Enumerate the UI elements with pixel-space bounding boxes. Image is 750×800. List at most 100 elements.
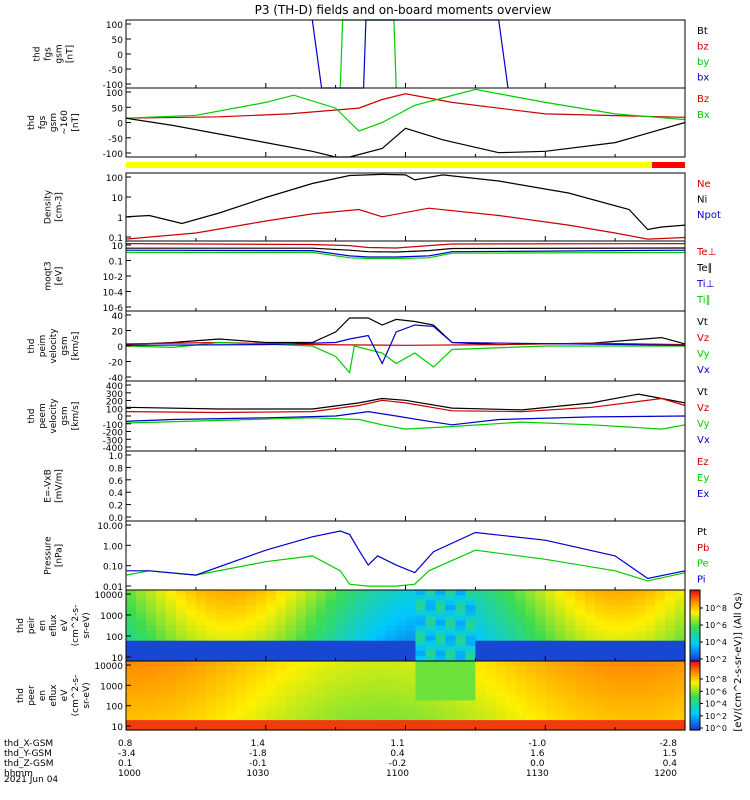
heatmap-cell bbox=[235, 645, 247, 652]
heatmap-cell bbox=[255, 695, 267, 701]
heatmap-cell bbox=[165, 625, 177, 632]
heatmap-cell bbox=[335, 655, 347, 662]
legend-entry: Ey bbox=[697, 473, 709, 484]
heatmap-cell bbox=[235, 595, 247, 601]
heatmap-cell bbox=[255, 700, 267, 706]
heatmap-cell bbox=[595, 595, 606, 601]
heatmap-cell bbox=[395, 710, 407, 716]
heatmap-cell bbox=[245, 615, 257, 622]
heatmap-cell bbox=[475, 590, 486, 596]
heatmap-cell bbox=[425, 690, 437, 697]
heatmap-cell bbox=[455, 650, 466, 657]
heatmap-cell bbox=[155, 645, 167, 652]
heatmap-cell bbox=[495, 665, 506, 672]
heatmap-cell bbox=[535, 635, 546, 642]
heatmap-cell bbox=[585, 700, 596, 706]
heatmap-cell bbox=[425, 665, 437, 672]
heatmap-cell bbox=[635, 710, 646, 716]
heatmap-cell bbox=[525, 725, 536, 731]
heatmap-cell bbox=[285, 610, 297, 616]
heatmap-cell bbox=[225, 700, 237, 706]
y-axis-label-line: thd bbox=[27, 409, 37, 424]
heatmap-cell bbox=[605, 710, 616, 716]
heatmap-cell bbox=[126, 630, 137, 637]
heatmap-cell bbox=[495, 640, 506, 647]
heatmap-cell bbox=[165, 661, 177, 667]
heatmap-cell bbox=[265, 650, 277, 657]
heatmap-cell bbox=[465, 695, 476, 701]
heatmap-cell bbox=[605, 640, 616, 647]
heatmap-cell bbox=[395, 675, 407, 682]
heatmap-cell bbox=[385, 640, 397, 647]
heatmap-cell bbox=[165, 670, 177, 677]
heatmap-cell bbox=[405, 725, 417, 731]
heatmap-cell bbox=[495, 590, 506, 596]
heatmap-cell bbox=[455, 635, 466, 642]
heatmap-cell bbox=[285, 700, 297, 706]
colorbar-segment bbox=[690, 611, 700, 615]
heatmap-cell bbox=[225, 595, 237, 601]
colorbar-segment bbox=[690, 630, 700, 634]
heatmap-cell bbox=[126, 675, 137, 682]
heatmap-cell bbox=[225, 690, 237, 697]
heatmap-cell bbox=[385, 600, 397, 606]
heatmap-cell bbox=[375, 690, 387, 697]
heatmap-cell bbox=[675, 635, 686, 642]
y-tick-label: -200 bbox=[103, 429, 124, 439]
heatmap-cell bbox=[465, 630, 476, 637]
heatmap-cell bbox=[345, 640, 357, 647]
heatmap-cell bbox=[675, 600, 686, 606]
heatmap-cell bbox=[625, 655, 636, 662]
heatmap-cell bbox=[205, 595, 217, 601]
y-axis-label-line: (cm^2-s- bbox=[71, 605, 81, 647]
heatmap-cell bbox=[595, 680, 606, 687]
heatmap-cell bbox=[245, 690, 257, 697]
heatmap-cell bbox=[235, 630, 247, 637]
heatmap-cell bbox=[535, 725, 546, 731]
heatmap-cell bbox=[295, 705, 307, 711]
heatmap-cell bbox=[175, 675, 187, 682]
colorbar-segment bbox=[690, 693, 700, 697]
heatmap-cell bbox=[505, 625, 516, 632]
heatmap-cell bbox=[605, 690, 616, 697]
heatmap-cell bbox=[325, 710, 337, 716]
heatmap-cell bbox=[565, 625, 576, 632]
heatmap-cell bbox=[475, 685, 486, 692]
heatmap-cell bbox=[415, 710, 427, 716]
y-tick-label: 0 bbox=[117, 343, 123, 353]
heatmap-cell bbox=[265, 725, 277, 731]
heatmap-cell bbox=[136, 615, 147, 622]
heatmap-cell bbox=[655, 680, 666, 687]
heatmap-cell bbox=[585, 661, 596, 667]
heatmap-cell bbox=[255, 650, 267, 657]
heatmap-cell bbox=[215, 600, 227, 606]
heatmap-cell bbox=[195, 615, 207, 622]
heatmap-cell bbox=[575, 661, 586, 667]
heatmap-cell bbox=[325, 715, 337, 721]
heatmap-cell bbox=[195, 600, 207, 606]
heatmap-cell bbox=[136, 635, 147, 642]
heatmap-cell bbox=[465, 610, 476, 616]
y-tick-label: 0.4 bbox=[109, 489, 124, 499]
heatmap-cell bbox=[435, 645, 446, 652]
heatmap-cell bbox=[365, 605, 377, 611]
y-tick-label: 100 bbox=[106, 405, 123, 415]
heatmap-cell bbox=[445, 705, 456, 711]
heatmap-cell bbox=[365, 610, 377, 616]
heatmap-cell bbox=[136, 675, 147, 682]
heatmap-cell bbox=[525, 620, 536, 627]
heatmap-cell bbox=[295, 640, 307, 647]
heatmap-cell bbox=[365, 695, 377, 701]
series-line-Ne bbox=[125, 207, 686, 240]
heatmap-cell bbox=[175, 725, 187, 731]
heatmap-cell bbox=[175, 705, 187, 711]
heatmap-cell bbox=[475, 710, 486, 716]
heatmap-cell bbox=[175, 635, 187, 642]
heatmap-cell bbox=[365, 661, 377, 667]
heatmap-cell bbox=[385, 595, 397, 601]
heatmap-cell bbox=[405, 715, 417, 721]
heatmap-cell bbox=[136, 640, 147, 647]
heatmap-cell bbox=[675, 695, 686, 701]
heatmap-cell bbox=[165, 720, 177, 726]
